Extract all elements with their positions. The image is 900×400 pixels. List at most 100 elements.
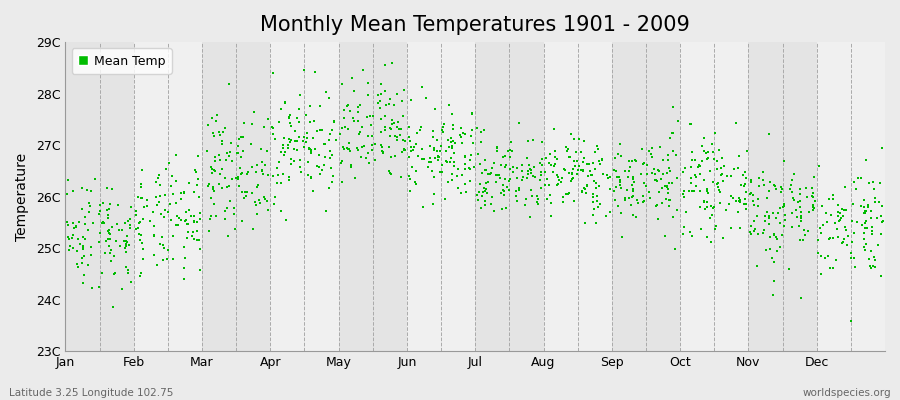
Point (422, 155, 436, 161)
Point (96, 200, 111, 206)
Point (590, 193, 604, 200)
Point (67, 232, 81, 238)
Point (202, 216, 217, 223)
Point (192, 237, 206, 243)
Point (854, 174, 868, 181)
Point (838, 224, 852, 230)
Point (384, 125, 399, 132)
Point (625, 194, 639, 200)
Point (288, 138, 302, 144)
Point (403, 176, 418, 182)
Point (92, 284, 106, 290)
Point (703, 215, 717, 222)
Point (711, 184, 725, 190)
Point (272, 118, 286, 125)
Point (130, 194, 145, 200)
Point (409, 181, 423, 188)
Point (546, 126, 561, 132)
Point (129, 212, 143, 218)
Point (458, 161, 473, 167)
Point (739, 174, 753, 181)
Point (778, 212, 793, 218)
Point (275, 171, 290, 177)
Point (643, 195, 657, 201)
Point (445, 145, 459, 151)
Point (446, 122, 460, 128)
Point (544, 200, 558, 206)
Point (135, 194, 149, 201)
Point (751, 203, 765, 209)
Point (847, 179, 861, 186)
Point (586, 199, 600, 206)
Point (650, 201, 664, 208)
Point (671, 118, 686, 124)
Point (508, 193, 523, 200)
Point (653, 175, 668, 182)
Point (110, 220, 124, 227)
Point (857, 197, 871, 204)
Point (445, 154, 459, 161)
Point (783, 182, 797, 188)
Point (268, 136, 283, 142)
Point (626, 182, 640, 188)
Point (760, 209, 775, 215)
Point (542, 182, 556, 188)
Point (123, 224, 138, 231)
Point (201, 122, 215, 128)
Point (382, 168, 396, 174)
Point (767, 231, 781, 238)
Point (147, 232, 161, 239)
Point (516, 174, 530, 180)
Point (477, 198, 491, 204)
Point (645, 170, 660, 176)
Point (221, 80, 236, 87)
Point (397, 147, 411, 154)
Point (610, 174, 625, 180)
Point (660, 184, 674, 191)
Point (269, 180, 284, 186)
Point (631, 200, 645, 206)
Point (160, 209, 175, 216)
Point (544, 161, 558, 168)
Point (98, 238, 112, 244)
Point (858, 208, 872, 214)
Point (654, 200, 669, 206)
Point (762, 214, 777, 221)
Point (820, 219, 834, 225)
Point (220, 205, 234, 212)
Point (636, 198, 651, 205)
Point (253, 200, 267, 206)
Point (848, 264, 862, 270)
Point (793, 294, 807, 301)
Point (493, 162, 508, 168)
Point (618, 168, 633, 174)
Point (472, 188, 486, 195)
Point (678, 165, 692, 172)
Point (133, 183, 148, 190)
Point (474, 170, 489, 177)
Point (762, 234, 777, 240)
Point (250, 211, 265, 218)
Point (207, 188, 221, 194)
Point (206, 201, 220, 208)
Point (849, 186, 863, 192)
Point (872, 199, 886, 205)
Point (446, 126, 460, 132)
Point (118, 220, 132, 226)
Point (341, 140, 356, 146)
Point (303, 149, 318, 156)
Point (760, 194, 774, 201)
Point (148, 178, 163, 185)
Point (231, 175, 246, 182)
Bar (680, 42, 749, 351)
Point (603, 186, 617, 192)
Point (733, 225, 747, 232)
Point (261, 207, 275, 213)
Point (831, 213, 845, 219)
Point (598, 213, 613, 219)
Point (772, 204, 787, 211)
Point (822, 196, 836, 202)
Point (201, 183, 215, 189)
Point (428, 155, 442, 161)
Point (515, 177, 529, 184)
